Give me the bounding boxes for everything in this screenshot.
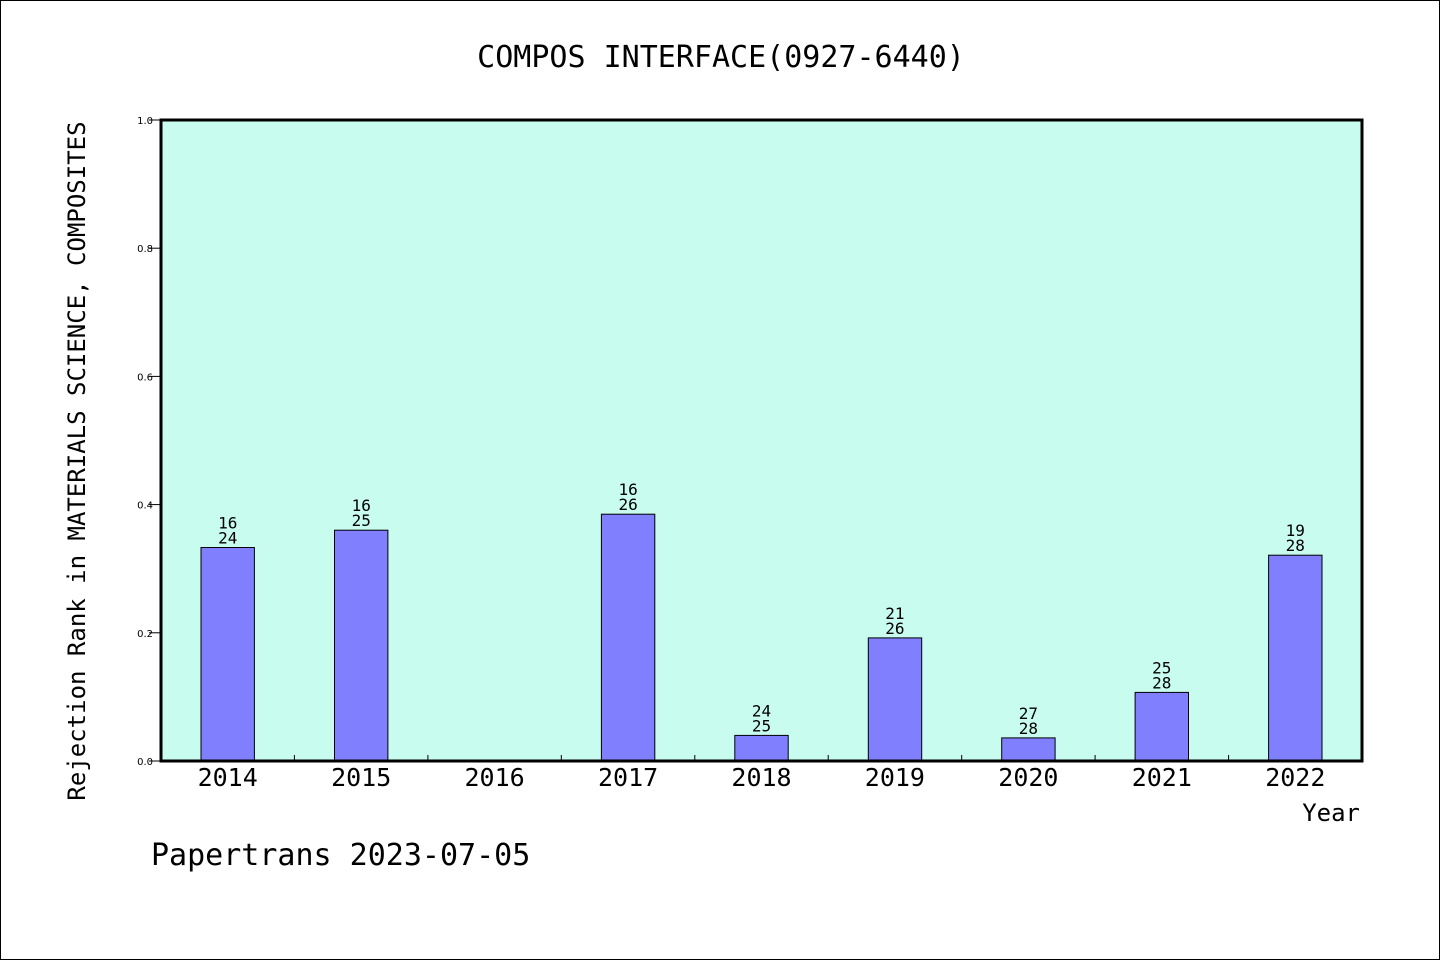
- bar-label-2019-rank: 21: [885, 604, 904, 623]
- bar-label-2015-total: 25: [352, 511, 371, 530]
- y-tick-label-0.6: 0.6: [137, 372, 153, 383]
- bar-2018: [734, 734, 789, 762]
- bar-2019: [867, 637, 923, 762]
- y-tick-label-0.4: 0.4: [137, 501, 153, 512]
- y-tick-label-0.2: 0.2: [137, 629, 153, 640]
- bar-label-2022-total: 28: [1286, 536, 1305, 555]
- y-tick-label-1.0: 1.0: [137, 116, 153, 127]
- bar-label-2014-rank: 16: [218, 514, 237, 533]
- x-tick-label-2016: 2016: [464, 763, 524, 792]
- bar-label-2014-total: 24: [218, 529, 237, 548]
- bar-2017: [600, 513, 656, 762]
- y-tick-label-0.8: 0.8: [137, 244, 153, 255]
- bar-2015: [334, 529, 389, 762]
- x-tick-label-2018: 2018: [731, 763, 791, 792]
- bar-label-2020-total: 28: [1019, 719, 1038, 738]
- x-tick-label-2015: 2015: [331, 763, 391, 792]
- bar-2020: [1001, 737, 1056, 762]
- bars-layer: [200, 513, 1323, 762]
- bar-2021: [1134, 691, 1189, 762]
- bar-label-2021-total: 28: [1152, 673, 1171, 692]
- bar-label-2017-total: 26: [618, 495, 637, 514]
- x-tick-label-2019: 2019: [865, 763, 925, 792]
- bar-label-2019-total: 26: [885, 619, 904, 638]
- x-tick-label-2017: 2017: [598, 763, 658, 792]
- y-axis-label: Rejection Rank in MATERIALS SCIENCE, COM…: [63, 121, 91, 800]
- x-tick-label-2022: 2022: [1265, 763, 1325, 792]
- chart-title: COMPOS INTERFACE(0927-6440): [477, 40, 965, 75]
- y-axis-ticks: 0.0 0.2 0.4 0.6 0.8 1.0: [137, 116, 161, 768]
- bar-label-2022-rank: 19: [1286, 521, 1305, 540]
- bar-label-2021-rank: 25: [1152, 658, 1171, 677]
- bar-label-2015-rank: 16: [352, 496, 371, 515]
- bar-2014: [200, 547, 255, 762]
- x-axis-label: Year: [1302, 799, 1360, 827]
- plot-border: [159, 118, 1364, 763]
- bar-2022: [1268, 554, 1323, 762]
- bar-label-2018-total: 25: [752, 716, 771, 735]
- bar-label-2020-rank: 27: [1019, 704, 1038, 723]
- y-tick-label-0.0: 0.0: [137, 757, 153, 768]
- x-tick-label-2014: 2014: [198, 763, 258, 792]
- footer-credit: Papertrans 2023-07-05: [151, 838, 530, 873]
- x-tick-label-2020: 2020: [998, 763, 1058, 792]
- x-tick-label-2021: 2021: [1132, 763, 1192, 792]
- x-axis-ticks: 2014 2015 2016 2017 2018 2019 2020 2021 2022: [198, 755, 1325, 792]
- bar-label-2017-rank: 16: [618, 480, 637, 499]
- bar-label-2018-rank: 24: [752, 701, 771, 720]
